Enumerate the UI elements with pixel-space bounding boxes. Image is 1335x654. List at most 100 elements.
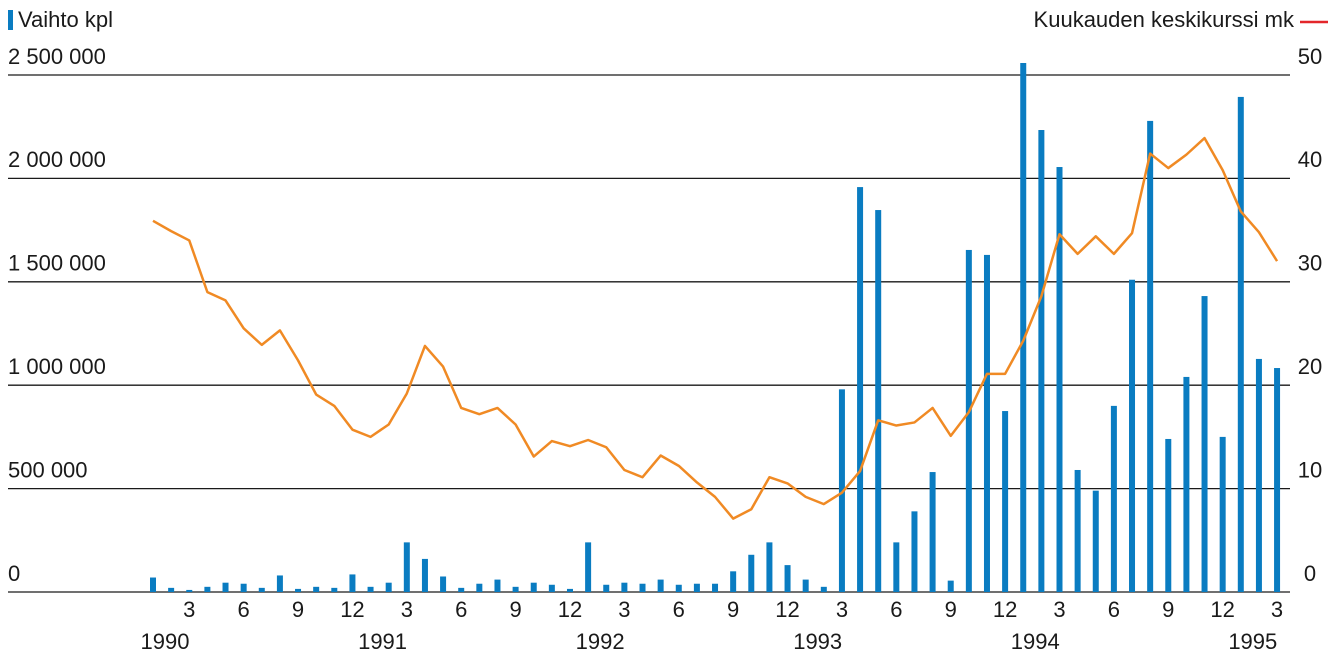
x-tick-label: 3 bbox=[1271, 597, 1283, 622]
year-label: 1992 bbox=[576, 629, 625, 654]
bar bbox=[1092, 490, 1099, 592]
bar bbox=[403, 542, 410, 592]
bar bbox=[857, 187, 864, 592]
year-label: 1993 bbox=[793, 629, 842, 654]
bar bbox=[421, 558, 428, 592]
bar bbox=[222, 582, 229, 592]
y2-tick-label: 50 bbox=[1298, 44, 1322, 69]
x-tick-label: 9 bbox=[1162, 597, 1174, 622]
x-tick-label: 9 bbox=[727, 597, 739, 622]
x-tick-label: 12 bbox=[340, 597, 364, 622]
y-tick-label: 500 000 bbox=[8, 457, 88, 482]
bar bbox=[657, 579, 664, 592]
x-tick-label: 3 bbox=[1053, 597, 1065, 622]
bar bbox=[186, 589, 193, 592]
bar bbox=[603, 584, 610, 592]
bar bbox=[276, 575, 283, 592]
bar bbox=[1165, 438, 1172, 592]
x-tick-label: 12 bbox=[993, 597, 1017, 622]
bar bbox=[566, 588, 573, 592]
x-tick-label: 6 bbox=[238, 597, 250, 622]
x-tick-label: 3 bbox=[836, 597, 848, 622]
bar bbox=[1255, 358, 1262, 592]
bar bbox=[168, 587, 175, 592]
x-tick-label: 12 bbox=[558, 597, 582, 622]
bar bbox=[313, 586, 320, 592]
bar bbox=[295, 588, 302, 592]
legend-swatch bbox=[8, 10, 13, 30]
bar bbox=[1219, 436, 1226, 592]
y-tick-label: 2 500 000 bbox=[8, 44, 106, 69]
bar bbox=[1201, 296, 1208, 592]
bar bbox=[367, 586, 374, 592]
bar bbox=[965, 249, 972, 592]
legend-label: Vaihto kpl bbox=[18, 7, 113, 32]
year-label: 1990 bbox=[141, 629, 190, 654]
bar bbox=[530, 582, 537, 592]
bar bbox=[693, 583, 700, 592]
bar bbox=[748, 554, 755, 592]
y2-tick-label: 0 bbox=[1304, 561, 1316, 586]
x-tick-label: 6 bbox=[1108, 597, 1120, 622]
bar bbox=[983, 254, 990, 592]
x-tick-label: 3 bbox=[618, 597, 630, 622]
x-tick-label: 12 bbox=[1210, 597, 1234, 622]
x-tick-label: 6 bbox=[455, 597, 467, 622]
bar bbox=[838, 389, 845, 592]
bar bbox=[1020, 63, 1027, 592]
x-tick-label: 9 bbox=[945, 597, 957, 622]
bar bbox=[1237, 96, 1244, 592]
bar bbox=[240, 583, 247, 592]
bar bbox=[1074, 469, 1081, 592]
line bbox=[152, 136, 1279, 520]
bar bbox=[820, 586, 827, 592]
y2-tick-label: 20 bbox=[1298, 354, 1322, 379]
bar bbox=[712, 583, 719, 592]
y2-tick-label: 40 bbox=[1298, 147, 1322, 172]
y-tick-label: 0 bbox=[8, 561, 20, 586]
bar bbox=[893, 542, 900, 592]
bar bbox=[1147, 120, 1154, 592]
bar bbox=[1274, 368, 1281, 592]
x-tick-label: 3 bbox=[183, 597, 195, 622]
x-tick-label: 6 bbox=[673, 597, 685, 622]
bar bbox=[1129, 279, 1136, 592]
bar bbox=[258, 587, 265, 592]
bar bbox=[947, 580, 954, 592]
bar bbox=[875, 210, 882, 592]
bar bbox=[1038, 130, 1045, 593]
bar bbox=[458, 587, 465, 592]
bar bbox=[1110, 405, 1117, 592]
bar bbox=[548, 584, 555, 592]
legend-label: Kuukauden keskikurssi mk bbox=[1034, 7, 1295, 32]
bar bbox=[585, 542, 592, 592]
bar bbox=[476, 583, 483, 592]
y2-tick-label: 10 bbox=[1298, 457, 1322, 482]
x-tick-label: 6 bbox=[890, 597, 902, 622]
y-tick-label: 1 500 000 bbox=[8, 251, 106, 276]
bar bbox=[911, 511, 918, 592]
bar bbox=[784, 565, 791, 592]
bar bbox=[1002, 411, 1009, 592]
bar bbox=[440, 576, 447, 592]
y-tick-label: 1 000 000 bbox=[8, 354, 106, 379]
bar bbox=[512, 586, 519, 592]
bar bbox=[331, 587, 338, 592]
x-tick-label: 9 bbox=[292, 597, 304, 622]
bar bbox=[802, 579, 809, 592]
year-label: 1991 bbox=[358, 629, 407, 654]
bar bbox=[150, 577, 156, 592]
bar bbox=[621, 582, 628, 592]
bar bbox=[349, 574, 356, 592]
bar bbox=[766, 542, 773, 592]
bar bbox=[730, 571, 737, 592]
x-tick-label: 9 bbox=[509, 597, 521, 622]
y2-tick-label: 30 bbox=[1298, 251, 1322, 276]
bar bbox=[494, 579, 501, 592]
y-tick-label: 2 000 000 bbox=[8, 147, 106, 172]
bar bbox=[204, 586, 211, 592]
x-tick-label: 12 bbox=[775, 597, 799, 622]
year-label: 1994 bbox=[1011, 629, 1060, 654]
bar bbox=[639, 583, 646, 592]
